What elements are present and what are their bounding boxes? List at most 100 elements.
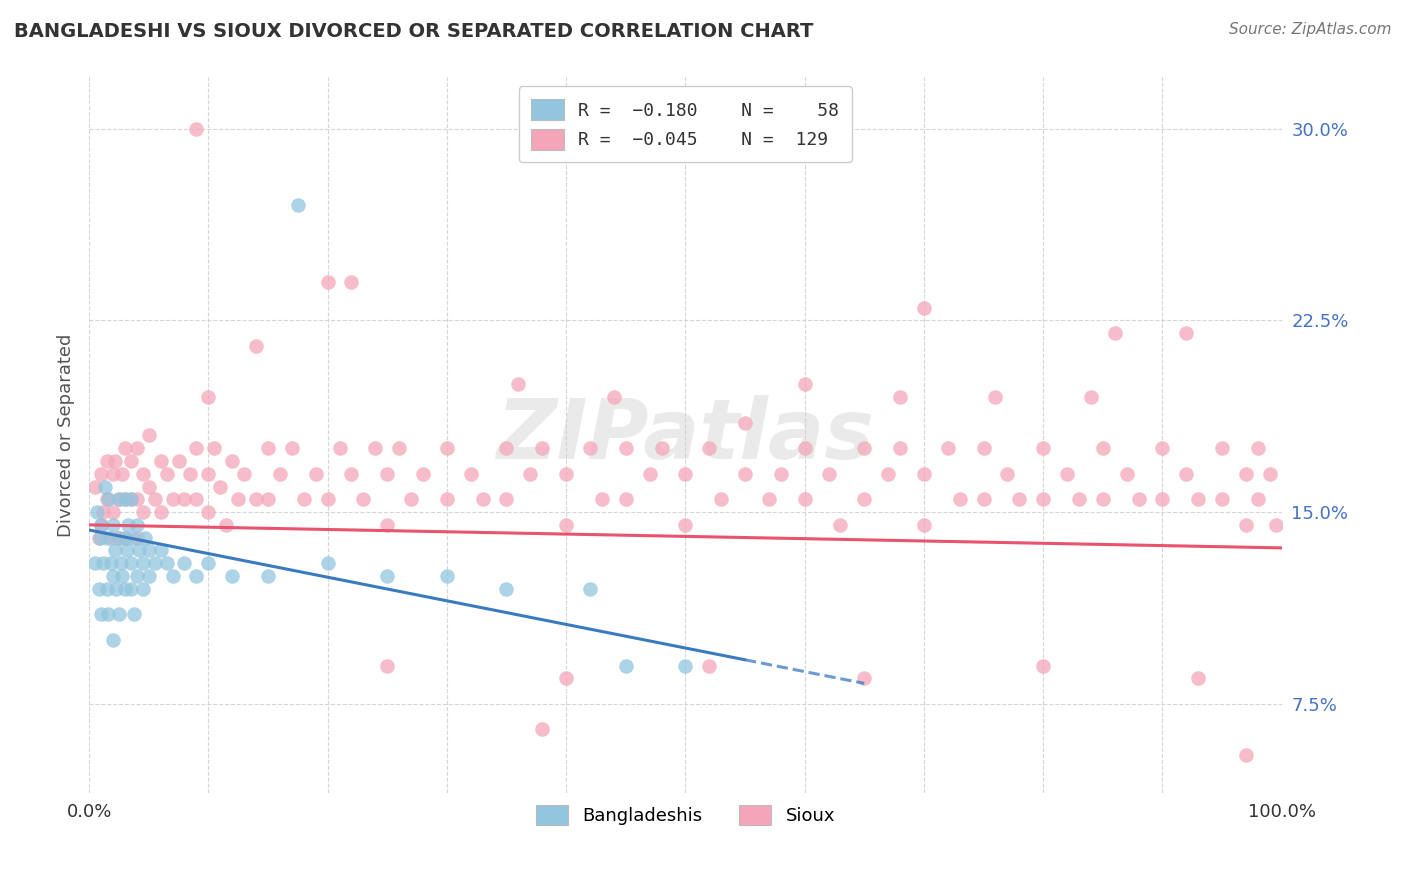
Point bbox=[120, 492, 142, 507]
Point bbox=[93, 556, 115, 570]
Point bbox=[531, 441, 554, 455]
Point bbox=[305, 467, 328, 481]
Point bbox=[257, 441, 280, 455]
Point bbox=[120, 492, 142, 507]
Point bbox=[997, 467, 1019, 481]
Point bbox=[1032, 492, 1054, 507]
Point bbox=[90, 517, 112, 532]
Point bbox=[1091, 492, 1114, 507]
Point bbox=[173, 556, 195, 570]
Point bbox=[90, 467, 112, 481]
Point bbox=[936, 441, 959, 455]
Point bbox=[912, 467, 935, 481]
Point bbox=[531, 723, 554, 737]
Point bbox=[1234, 517, 1257, 532]
Point bbox=[97, 607, 120, 622]
Point bbox=[1247, 492, 1270, 507]
Point bbox=[316, 275, 339, 289]
Point bbox=[734, 416, 756, 430]
Point bbox=[120, 556, 142, 570]
Legend: Bangladeshis, Sioux: Bangladeshis, Sioux bbox=[527, 796, 844, 834]
Point bbox=[111, 569, 134, 583]
Point bbox=[1234, 467, 1257, 481]
Point bbox=[138, 479, 160, 493]
Point bbox=[245, 492, 267, 507]
Point bbox=[436, 492, 458, 507]
Point bbox=[138, 543, 160, 558]
Point bbox=[186, 121, 208, 136]
Point bbox=[108, 492, 131, 507]
Point bbox=[949, 492, 972, 507]
Point bbox=[96, 454, 118, 468]
Point bbox=[132, 505, 155, 519]
Point bbox=[114, 582, 136, 596]
Point bbox=[579, 582, 602, 596]
Point bbox=[110, 556, 132, 570]
Point bbox=[555, 467, 578, 481]
Point bbox=[86, 505, 108, 519]
Point bbox=[984, 390, 1007, 404]
Point bbox=[1211, 441, 1233, 455]
Point bbox=[202, 441, 225, 455]
Point bbox=[495, 492, 517, 507]
Point bbox=[889, 441, 911, 455]
Point bbox=[93, 505, 115, 519]
Point bbox=[90, 517, 112, 532]
Point bbox=[233, 467, 256, 481]
Point bbox=[1152, 492, 1174, 507]
Point bbox=[1128, 492, 1150, 507]
Point bbox=[758, 492, 780, 507]
Point bbox=[132, 582, 155, 596]
Point bbox=[555, 671, 578, 685]
Point bbox=[1032, 658, 1054, 673]
Point bbox=[287, 198, 309, 212]
Point bbox=[257, 492, 280, 507]
Point bbox=[167, 454, 190, 468]
Point bbox=[101, 505, 124, 519]
Point bbox=[673, 517, 696, 532]
Point bbox=[186, 492, 208, 507]
Point bbox=[1067, 492, 1090, 507]
Point bbox=[1258, 467, 1281, 481]
Point bbox=[853, 671, 876, 685]
Point bbox=[1264, 517, 1286, 532]
Point bbox=[973, 492, 995, 507]
Point bbox=[90, 607, 112, 622]
Point bbox=[122, 531, 145, 545]
Point bbox=[673, 658, 696, 673]
Point bbox=[1187, 671, 1209, 685]
Point bbox=[734, 467, 756, 481]
Point bbox=[149, 505, 172, 519]
Point bbox=[591, 492, 613, 507]
Point bbox=[84, 479, 107, 493]
Point bbox=[889, 390, 911, 404]
Point bbox=[186, 569, 208, 583]
Y-axis label: Divorced or Separated: Divorced or Separated bbox=[58, 334, 75, 537]
Point bbox=[128, 543, 150, 558]
Point bbox=[173, 492, 195, 507]
Point bbox=[124, 607, 146, 622]
Point bbox=[125, 569, 148, 583]
Point bbox=[1247, 441, 1270, 455]
Point bbox=[96, 582, 118, 596]
Point bbox=[221, 454, 243, 468]
Point bbox=[197, 467, 219, 481]
Point bbox=[1115, 467, 1137, 481]
Point bbox=[84, 556, 107, 570]
Point bbox=[114, 531, 136, 545]
Point bbox=[108, 607, 131, 622]
Point bbox=[245, 339, 267, 353]
Point bbox=[793, 441, 815, 455]
Point bbox=[912, 301, 935, 315]
Point bbox=[125, 531, 148, 545]
Point bbox=[100, 531, 122, 545]
Point bbox=[101, 632, 124, 647]
Point bbox=[155, 467, 177, 481]
Point bbox=[769, 467, 792, 481]
Point bbox=[316, 556, 339, 570]
Text: BANGLADESHI VS SIOUX DIVORCED OR SEPARATED CORRELATION CHART: BANGLADESHI VS SIOUX DIVORCED OR SEPARAT… bbox=[14, 22, 814, 41]
Point bbox=[138, 569, 160, 583]
Point bbox=[1187, 492, 1209, 507]
Point bbox=[162, 492, 184, 507]
Point bbox=[508, 377, 530, 392]
